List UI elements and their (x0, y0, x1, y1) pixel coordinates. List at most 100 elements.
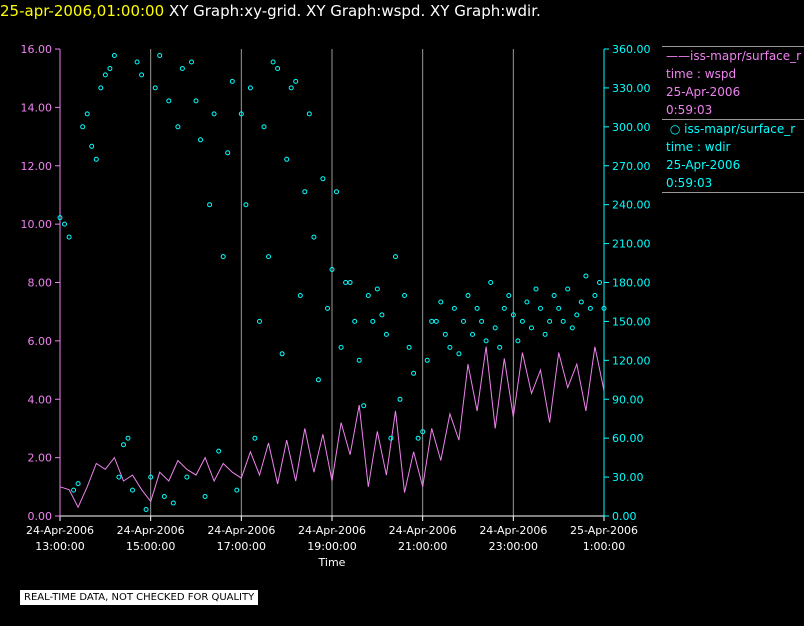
y-left-tick-label: 16.00 (21, 43, 53, 56)
wdir-point (315, 377, 321, 383)
wdir-point (266, 254, 271, 260)
wdir-point (338, 344, 344, 350)
y-right-tick-label: 330.00 (612, 82, 651, 95)
title-graph-wdir: XY Graph:wdir. (430, 2, 541, 20)
wdir-point (89, 143, 95, 149)
wdir-point (261, 124, 267, 130)
wdir-point (556, 305, 562, 311)
wdir-point (370, 318, 376, 324)
wdir-point (98, 85, 104, 91)
x-tick-date: 24-Apr-2006 (389, 524, 457, 537)
wdir-point (515, 338, 521, 344)
wdir-point (429, 318, 435, 324)
wdir-point (583, 273, 589, 279)
wdir-point (279, 351, 285, 357)
y-left-tick-label: 6.00 (28, 335, 53, 348)
wdir-point (456, 351, 462, 357)
legend-wspd-date: 25-Apr-2006 (666, 85, 741, 99)
vertical-grid (150, 49, 514, 516)
legend-wdir: ○ iss-mapr/surface_r time : wdir 25-Apr-… (662, 120, 804, 192)
wdir-point (125, 435, 131, 441)
wdir-point (479, 318, 485, 324)
wdir-point (474, 305, 480, 311)
wdir-point (361, 403, 367, 409)
wdir-point (574, 312, 580, 318)
wdir-point (510, 312, 516, 318)
wdir-point (252, 435, 258, 441)
wdir-point (84, 111, 90, 117)
title-graph-grid: XY Graph:xy-grid. (168, 2, 302, 20)
wdir-point (374, 286, 380, 292)
wdir-point (519, 318, 525, 324)
wdir-point (560, 318, 566, 324)
y-right-tick-label: 360.00 (612, 43, 651, 56)
y-right-tick-label: 180.00 (612, 277, 651, 290)
wdir-point (393, 254, 398, 260)
wdir-point (175, 124, 181, 130)
wdir-point (397, 396, 403, 402)
wdir-point (524, 299, 530, 305)
wdir-point (225, 150, 231, 156)
chart-title: 25-apr-2006,01:00:00 XY Graph:xy-grid. X… (0, 0, 541, 24)
wdir-point (506, 293, 512, 298)
x-tick-date: 24-Apr-2006 (26, 524, 94, 537)
x-tick-time: 21:00:00 (398, 540, 447, 553)
wdir-point (71, 487, 77, 493)
legend-wspd-source: ——iss-mapr/surface_r (666, 49, 802, 63)
wdir-point (529, 325, 534, 331)
wdir-point (424, 357, 430, 363)
wdir-point (415, 435, 421, 441)
wdir-point (325, 305, 330, 311)
wdir-point (234, 487, 240, 493)
y-right-tick-label: 0.00 (612, 510, 637, 523)
title-graph-wspd: XY Graph:wspd. (306, 2, 426, 20)
wdir-series (57, 53, 607, 512)
wdir-point (62, 221, 67, 227)
wdir-point (189, 59, 194, 65)
legend-wdir-time: 0:59:03 (666, 176, 713, 190)
title-timestamp: 25-apr-2006,01:00:00 (0, 2, 165, 20)
wdir-point (220, 254, 226, 260)
wdir-point (402, 293, 407, 298)
wdir-point (243, 202, 249, 208)
wdir-point (257, 318, 262, 324)
x-tick-date: 24-Apr-2006 (117, 524, 185, 537)
wdir-point (501, 305, 507, 311)
wdir-point (297, 293, 303, 298)
wdir-point (121, 442, 126, 448)
wdir-point (148, 474, 154, 480)
x-tick-time: 19:00:00 (307, 540, 356, 553)
wdir-point (116, 474, 122, 480)
wdir-point (143, 507, 149, 512)
wdir-point (587, 305, 593, 311)
y-left-tick-label: 10.00 (21, 218, 53, 231)
wdir-point (383, 331, 389, 337)
wdir-point (334, 189, 339, 195)
wdir-point (470, 331, 475, 337)
wdir-point (551, 293, 557, 298)
wdir-point (592, 293, 598, 298)
legend-wspd-field: time : wspd (666, 67, 737, 81)
wdir-point (229, 78, 235, 84)
wdir-point (247, 85, 253, 91)
wdir-point (406, 344, 412, 350)
wdir-point (465, 293, 471, 298)
legend-wdir-source: ○ iss-mapr/surface_r (666, 122, 796, 136)
wdir-point (542, 331, 548, 337)
y-right-tick-label: 300.00 (612, 121, 651, 134)
legend-wdir-field: time : wdir (666, 140, 731, 154)
wdir-point (601, 305, 607, 311)
axes: 24-Apr-2006 13:00:00 24-Apr-2006 15:00:00 24… (21, 43, 651, 569)
wdir-point (211, 111, 217, 117)
wdir-point (497, 344, 503, 350)
x-tick-date: 24-Apr-2006 (298, 524, 366, 537)
wdir-point (461, 318, 466, 324)
wdir-point (492, 325, 498, 331)
wspd-line (59, 346, 605, 509)
wdir-point (420, 429, 426, 435)
y-right-tick-label: 240.00 (612, 199, 651, 212)
wdir-point (483, 338, 489, 344)
y-right-tick-label: 60.00 (612, 432, 644, 445)
wdir-point (365, 293, 371, 298)
